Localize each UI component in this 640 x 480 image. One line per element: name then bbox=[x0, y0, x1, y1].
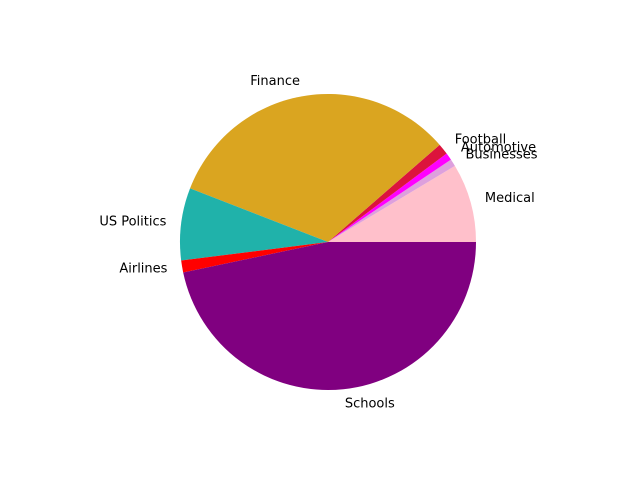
pie-slice-schools bbox=[183, 242, 477, 391]
pie-slice-automotive bbox=[328, 153, 451, 242]
pie-slice-us-politics bbox=[180, 188, 328, 261]
pie-label-medical: Medical bbox=[485, 191, 535, 206]
pie-label-automotive: Automotive bbox=[461, 140, 536, 155]
pie-slice-airlines bbox=[181, 242, 328, 273]
pie-label-football: Football bbox=[455, 132, 506, 147]
pie-label-finance: Finance bbox=[250, 74, 300, 89]
pie-slice-finance bbox=[190, 93, 440, 243]
pie-label-schools: Schools bbox=[345, 396, 395, 411]
pie-label-us-politics: US Politics bbox=[99, 215, 166, 230]
pie-label-businesses: Businesses bbox=[465, 147, 537, 162]
pie-slice-football bbox=[328, 144, 447, 242]
pie-slice-businesses bbox=[328, 159, 455, 242]
pie-slices bbox=[180, 93, 477, 391]
pie-slice-medical bbox=[328, 165, 476, 242]
pie-label-airlines: Airlines bbox=[119, 261, 167, 276]
